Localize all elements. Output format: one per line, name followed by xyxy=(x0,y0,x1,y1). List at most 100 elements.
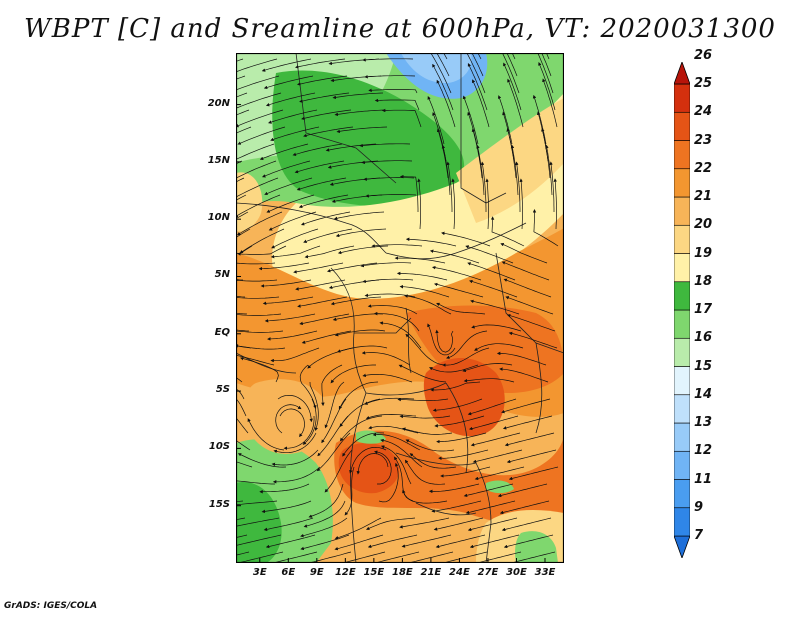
streamline xyxy=(271,228,319,249)
streamline xyxy=(469,279,518,298)
streamline xyxy=(236,211,283,236)
streamline xyxy=(504,432,555,447)
streamline xyxy=(372,432,421,451)
streamline xyxy=(373,450,392,485)
streamline xyxy=(265,534,316,549)
streamline xyxy=(247,418,285,451)
border-line xyxy=(405,307,412,374)
colorbar-tick-label: 15 xyxy=(694,358,713,374)
streamline xyxy=(236,177,245,183)
streamline xyxy=(399,414,451,419)
streamline xyxy=(236,58,278,73)
streamline xyxy=(236,109,250,116)
streamline xyxy=(338,381,379,410)
streamline xyxy=(438,449,489,461)
streamline xyxy=(433,282,484,298)
colorbar-tick-label: 23 xyxy=(694,132,713,148)
streamline xyxy=(405,439,455,452)
streamline xyxy=(236,194,247,201)
streamline xyxy=(436,432,487,444)
wbpt-region xyxy=(272,70,465,207)
streamline xyxy=(321,398,347,444)
wbpt-region xyxy=(401,53,472,84)
streamline xyxy=(472,449,523,464)
streamline xyxy=(300,517,348,538)
streamline xyxy=(236,312,248,315)
streamline xyxy=(236,388,245,400)
streamline xyxy=(397,397,449,402)
streamline xyxy=(463,483,514,498)
streamline xyxy=(236,279,244,281)
streamline xyxy=(474,343,524,351)
streamline xyxy=(236,517,280,528)
colorbar-tick-label: 17 xyxy=(694,302,713,317)
colorbar-bin xyxy=(674,196,690,226)
streamline xyxy=(396,271,448,281)
streamline xyxy=(334,517,382,540)
colorbar-bin xyxy=(674,309,690,339)
streamline xyxy=(236,398,247,417)
streamline xyxy=(399,174,419,212)
streamline xyxy=(496,351,547,366)
streamline xyxy=(367,534,418,549)
streamline xyxy=(301,109,352,121)
streamline xyxy=(432,63,454,111)
colorbar-bin xyxy=(674,140,690,170)
lon-tick-label: 27E xyxy=(477,567,499,578)
streamline xyxy=(476,144,485,196)
streamline xyxy=(364,75,416,79)
streamline xyxy=(261,160,311,178)
border-line xyxy=(535,342,543,434)
streamline xyxy=(236,92,282,110)
colorbar-bin xyxy=(674,422,690,452)
streamline xyxy=(265,92,316,107)
streamline xyxy=(431,500,482,513)
streamline xyxy=(270,347,320,363)
streamline xyxy=(469,534,520,549)
border-line xyxy=(350,392,367,563)
streamline xyxy=(267,330,318,341)
wbpt-region xyxy=(356,430,386,444)
streamline xyxy=(436,79,456,128)
streamline xyxy=(268,109,318,124)
streamline xyxy=(474,466,525,481)
streamline xyxy=(402,427,453,435)
streamline xyxy=(470,299,520,315)
streamline xyxy=(236,313,282,316)
streamline xyxy=(300,211,351,226)
streamline xyxy=(451,178,455,230)
colorbar-tick-label: 26 xyxy=(694,47,713,63)
streamline xyxy=(321,364,343,407)
streamline xyxy=(432,398,483,412)
map-frame xyxy=(236,53,564,563)
wbpt-region xyxy=(486,480,514,494)
streamline xyxy=(283,415,315,450)
streamline xyxy=(236,439,251,451)
streamline xyxy=(236,534,282,546)
streamline xyxy=(359,143,411,148)
streamline xyxy=(541,53,552,77)
streamline xyxy=(270,245,321,259)
streamline xyxy=(344,466,355,516)
streamline xyxy=(326,262,378,273)
streamline xyxy=(468,415,519,431)
streamline xyxy=(537,53,554,94)
map-canvas xyxy=(236,53,564,563)
streamline xyxy=(335,228,387,238)
streamline xyxy=(236,126,252,134)
streamline xyxy=(271,449,319,467)
lat-tick-label: 15N xyxy=(207,154,230,166)
streamline xyxy=(465,245,514,264)
streamline xyxy=(236,329,284,333)
border-line xyxy=(475,462,492,563)
streamline xyxy=(362,58,414,62)
streamline xyxy=(302,398,317,445)
streamline xyxy=(334,534,384,551)
colorbar-bin xyxy=(674,366,690,396)
streamline xyxy=(428,364,479,373)
colorbar-tick-label: 9 xyxy=(694,499,704,515)
wbpt-region xyxy=(456,98,564,223)
streamline xyxy=(433,517,484,531)
streamline xyxy=(236,177,279,198)
streamline xyxy=(333,211,385,221)
